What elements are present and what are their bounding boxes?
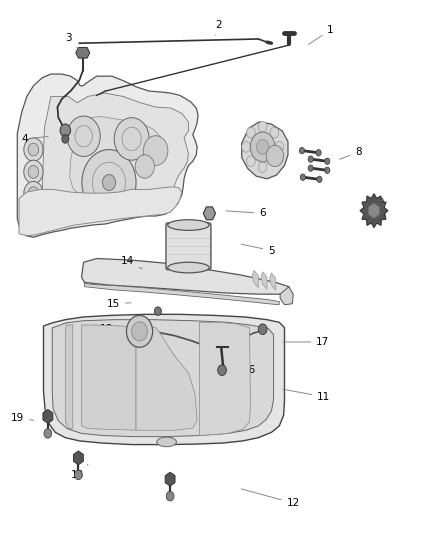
Circle shape bbox=[258, 324, 267, 335]
Circle shape bbox=[166, 491, 174, 501]
Circle shape bbox=[300, 174, 305, 180]
Polygon shape bbox=[52, 320, 274, 437]
Circle shape bbox=[258, 122, 267, 132]
Circle shape bbox=[74, 470, 82, 480]
Circle shape bbox=[62, 135, 69, 143]
Circle shape bbox=[28, 165, 39, 178]
Text: 16: 16 bbox=[235, 364, 256, 375]
Polygon shape bbox=[76, 47, 90, 58]
Polygon shape bbox=[252, 270, 258, 288]
Circle shape bbox=[325, 158, 330, 165]
Polygon shape bbox=[369, 203, 379, 218]
Polygon shape bbox=[17, 74, 198, 237]
Text: 18: 18 bbox=[100, 324, 138, 334]
Text: 11: 11 bbox=[283, 389, 330, 402]
Text: 1: 1 bbox=[309, 25, 334, 44]
Circle shape bbox=[135, 155, 154, 178]
Polygon shape bbox=[199, 322, 251, 435]
Circle shape bbox=[242, 142, 251, 152]
Polygon shape bbox=[136, 326, 197, 430]
Circle shape bbox=[317, 176, 322, 182]
Text: 3: 3 bbox=[65, 33, 77, 47]
Polygon shape bbox=[65, 325, 73, 429]
Circle shape bbox=[67, 116, 100, 157]
Circle shape bbox=[154, 307, 161, 316]
Polygon shape bbox=[36, 93, 188, 227]
Circle shape bbox=[24, 138, 43, 161]
Circle shape bbox=[270, 156, 279, 166]
Circle shape bbox=[82, 150, 136, 215]
Circle shape bbox=[44, 429, 52, 438]
Circle shape bbox=[251, 132, 275, 162]
Polygon shape bbox=[81, 259, 290, 294]
Polygon shape bbox=[43, 409, 53, 423]
Circle shape bbox=[325, 167, 330, 173]
Polygon shape bbox=[19, 187, 182, 236]
Circle shape bbox=[60, 124, 71, 137]
Circle shape bbox=[28, 143, 39, 156]
Polygon shape bbox=[85, 284, 279, 305]
Circle shape bbox=[102, 174, 116, 190]
Text: 17: 17 bbox=[283, 337, 329, 347]
Circle shape bbox=[299, 148, 304, 154]
Circle shape bbox=[24, 160, 43, 183]
Text: 12: 12 bbox=[241, 489, 300, 508]
Text: 2: 2 bbox=[215, 20, 223, 35]
Text: 5: 5 bbox=[241, 244, 275, 255]
Polygon shape bbox=[203, 207, 215, 220]
Polygon shape bbox=[261, 272, 267, 289]
Ellipse shape bbox=[168, 220, 209, 230]
Polygon shape bbox=[280, 287, 293, 305]
Circle shape bbox=[257, 140, 269, 155]
Circle shape bbox=[144, 136, 168, 165]
Polygon shape bbox=[270, 273, 276, 290]
Text: 8: 8 bbox=[339, 147, 362, 159]
Circle shape bbox=[247, 156, 255, 166]
Circle shape bbox=[28, 187, 39, 199]
Circle shape bbox=[316, 150, 321, 156]
Polygon shape bbox=[70, 117, 161, 197]
Circle shape bbox=[308, 165, 313, 171]
Circle shape bbox=[24, 181, 43, 205]
Polygon shape bbox=[242, 122, 288, 179]
Circle shape bbox=[275, 142, 284, 152]
Polygon shape bbox=[74, 451, 83, 465]
Text: 10: 10 bbox=[367, 211, 387, 221]
FancyBboxPatch shape bbox=[166, 223, 211, 270]
Polygon shape bbox=[43, 314, 285, 445]
Polygon shape bbox=[360, 193, 388, 228]
Circle shape bbox=[247, 127, 255, 138]
Polygon shape bbox=[165, 472, 175, 486]
Circle shape bbox=[218, 365, 226, 375]
Ellipse shape bbox=[157, 437, 177, 447]
Circle shape bbox=[114, 118, 149, 160]
Polygon shape bbox=[81, 325, 136, 430]
Circle shape bbox=[270, 127, 279, 138]
Circle shape bbox=[127, 316, 152, 348]
Ellipse shape bbox=[168, 262, 209, 273]
Circle shape bbox=[266, 146, 284, 166]
Text: 7: 7 bbox=[259, 134, 266, 150]
Text: 6: 6 bbox=[226, 208, 266, 219]
Text: 4: 4 bbox=[21, 134, 48, 144]
Circle shape bbox=[258, 162, 267, 172]
Circle shape bbox=[308, 156, 313, 163]
Circle shape bbox=[132, 322, 148, 341]
Text: 9: 9 bbox=[374, 198, 384, 208]
Text: 13: 13 bbox=[71, 464, 88, 480]
Text: 15: 15 bbox=[107, 298, 131, 309]
Text: 19: 19 bbox=[11, 413, 34, 423]
Text: 14: 14 bbox=[121, 256, 142, 269]
